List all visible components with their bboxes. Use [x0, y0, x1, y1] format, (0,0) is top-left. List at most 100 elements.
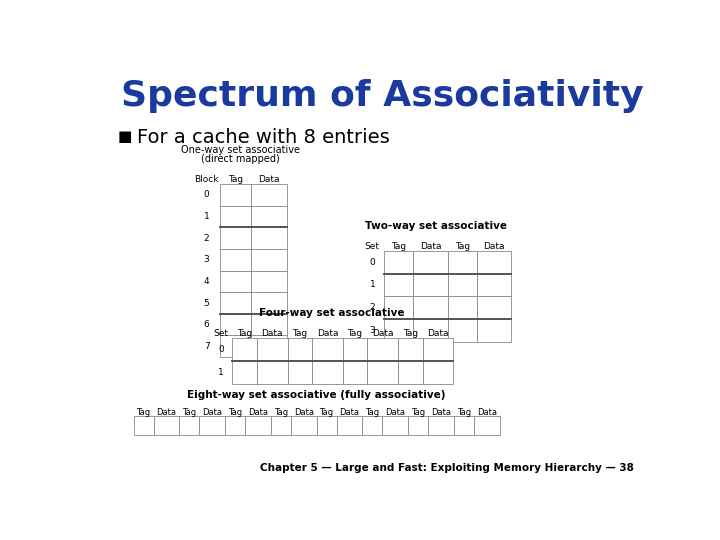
Bar [220, 335, 251, 357]
Bar [287, 361, 312, 384]
Bar [225, 416, 245, 435]
Bar [343, 361, 367, 384]
Text: Tag: Tag [365, 408, 379, 417]
Text: 4: 4 [204, 277, 210, 286]
Bar [448, 296, 477, 319]
Text: Tag: Tag [402, 329, 418, 338]
Bar [413, 251, 448, 274]
Bar [477, 296, 511, 319]
Bar [251, 271, 287, 292]
Bar [220, 292, 251, 314]
Text: 7: 7 [204, 342, 210, 351]
Bar [251, 184, 287, 206]
Text: Tag: Tag [182, 408, 197, 417]
Bar [312, 361, 343, 384]
Text: (direct mapped): (direct mapped) [201, 154, 279, 164]
Bar [251, 314, 287, 335]
Text: 2: 2 [369, 303, 375, 312]
Bar [423, 338, 454, 361]
Bar [251, 335, 287, 357]
Text: ■: ■ [118, 129, 132, 144]
Text: 1: 1 [218, 368, 224, 377]
Text: 5: 5 [204, 299, 210, 308]
Bar [287, 338, 312, 361]
Bar [367, 338, 398, 361]
Text: Tag: Tag [411, 408, 426, 417]
Bar [337, 416, 362, 435]
Bar [384, 319, 413, 342]
Text: 0: 0 [204, 191, 210, 199]
Bar [384, 296, 413, 319]
Text: Set: Set [214, 329, 229, 338]
Bar [153, 416, 179, 435]
Bar [398, 338, 423, 361]
Text: Data: Data [477, 408, 497, 417]
Text: Two-way set associative: Two-way set associative [365, 221, 507, 231]
Text: Tag: Tag [348, 329, 363, 338]
Bar [291, 416, 317, 435]
Bar [423, 361, 454, 384]
Bar [477, 319, 511, 342]
Text: Tag: Tag [228, 408, 242, 417]
Text: 2: 2 [204, 234, 210, 242]
Bar [257, 361, 287, 384]
Bar [413, 274, 448, 296]
Text: 3: 3 [369, 326, 375, 335]
Text: Tag: Tag [237, 329, 252, 338]
Text: Data: Data [317, 329, 338, 338]
Text: Tag: Tag [292, 329, 307, 338]
Text: One-way set associative: One-way set associative [181, 145, 300, 155]
Text: 0: 0 [218, 345, 224, 354]
Text: 1: 1 [204, 212, 210, 221]
Text: Data: Data [294, 408, 314, 417]
Text: Data: Data [258, 175, 279, 184]
Bar [220, 184, 251, 206]
Text: Data: Data [261, 329, 283, 338]
Bar [398, 361, 423, 384]
Text: 6: 6 [204, 320, 210, 329]
Bar [312, 338, 343, 361]
Text: Tag: Tag [456, 408, 471, 417]
Bar [454, 416, 474, 435]
Bar [343, 338, 367, 361]
Bar [408, 416, 428, 435]
Bar [251, 292, 287, 314]
Bar [199, 416, 225, 435]
Bar [477, 251, 511, 274]
Text: Tag: Tag [274, 408, 288, 417]
Text: Spectrum of Associativity: Spectrum of Associativity [121, 79, 643, 113]
Text: Data: Data [427, 329, 449, 338]
Bar [271, 416, 291, 435]
Text: Tag: Tag [137, 408, 150, 417]
Bar [220, 271, 251, 292]
Bar [233, 361, 257, 384]
Bar [245, 416, 271, 435]
Text: Data: Data [483, 241, 505, 251]
Text: 1: 1 [369, 280, 375, 289]
Text: For a cache with 8 entries: For a cache with 8 entries [138, 128, 390, 147]
Text: Data: Data [248, 408, 268, 417]
Text: 0: 0 [369, 258, 375, 267]
Bar [448, 319, 477, 342]
Bar [220, 206, 251, 227]
Bar [251, 227, 287, 249]
Bar [220, 249, 251, 271]
Bar [384, 274, 413, 296]
Text: Data: Data [372, 329, 393, 338]
Bar [382, 416, 408, 435]
Bar [428, 416, 454, 435]
Text: Data: Data [202, 408, 222, 417]
Bar [251, 249, 287, 271]
Bar [448, 251, 477, 274]
Bar [362, 416, 382, 435]
Bar [413, 319, 448, 342]
Bar [233, 338, 257, 361]
Text: Eight-way set associative (fully associative): Eight-way set associative (fully associa… [187, 390, 446, 400]
Text: Block: Block [194, 175, 219, 184]
Text: 3: 3 [204, 255, 210, 264]
Text: Data: Data [420, 241, 441, 251]
Bar [413, 296, 448, 319]
Bar [133, 416, 153, 435]
Bar [220, 314, 251, 335]
Text: Data: Data [156, 408, 176, 417]
